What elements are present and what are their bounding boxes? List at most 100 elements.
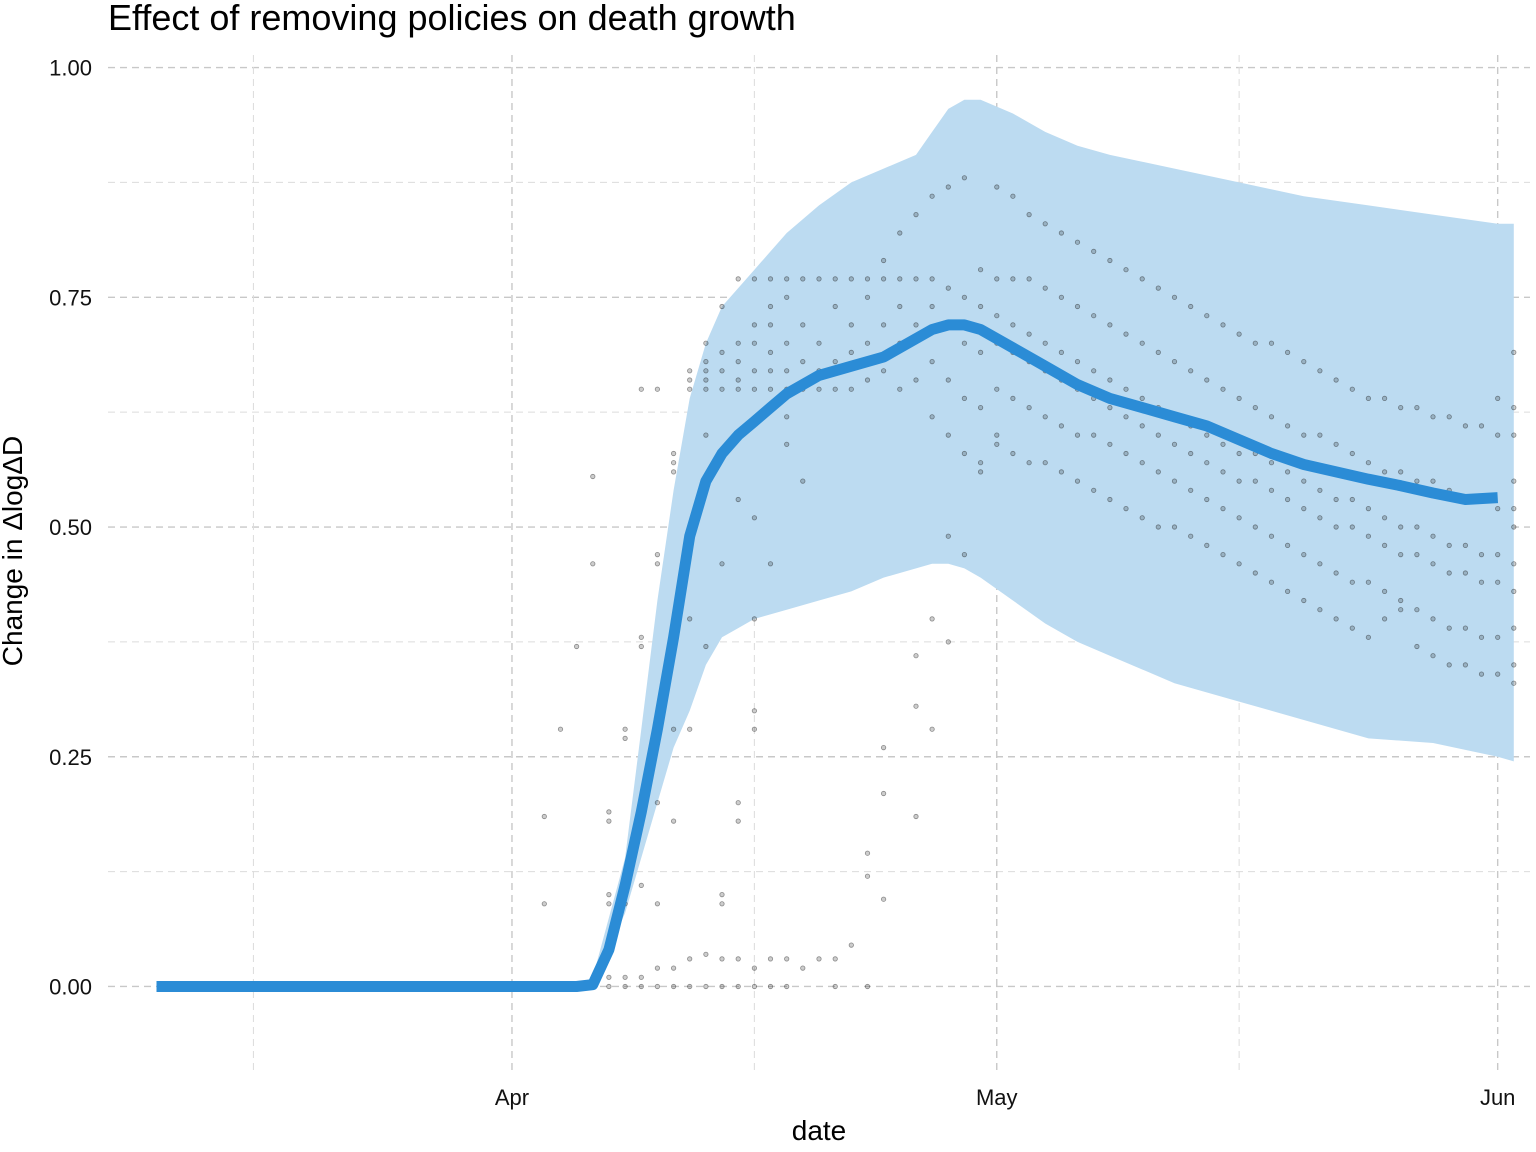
scatter-point xyxy=(816,340,822,346)
scatter-point xyxy=(977,469,984,475)
scatter-point xyxy=(961,340,968,346)
scatter-point xyxy=(735,818,741,824)
scatter-point xyxy=(1220,386,1226,392)
scatter-point xyxy=(1382,588,1388,595)
scatter-point xyxy=(719,368,725,374)
scatter-point xyxy=(1511,404,1517,411)
scatter-point xyxy=(1478,423,1485,429)
scatter-point xyxy=(832,358,838,365)
scatter-point xyxy=(1091,313,1097,319)
scatter-point xyxy=(800,478,806,484)
scatter-point xyxy=(1074,358,1081,365)
scatter-point xyxy=(1252,404,1258,411)
x-tick-label: Apr xyxy=(495,1085,529,1110)
scatter-point xyxy=(654,901,661,907)
scatter-point xyxy=(751,368,758,374)
scatter-point xyxy=(1252,570,1258,576)
scatter-point xyxy=(1252,478,1258,484)
scatter-point xyxy=(929,193,935,199)
scatter-point xyxy=(816,956,822,962)
scatter-point xyxy=(735,340,741,346)
scatter-point xyxy=(977,460,984,466)
scatter-point xyxy=(1285,496,1291,503)
scatter-point xyxy=(1382,515,1388,521)
scatter-point xyxy=(654,386,661,392)
scatter-point xyxy=(1317,561,1323,567)
scatter-point xyxy=(864,377,871,383)
scatter-point xyxy=(670,450,677,457)
scatter-point xyxy=(961,175,968,181)
scatter-point xyxy=(1285,349,1291,355)
scatter-point xyxy=(784,368,790,374)
scatter-point xyxy=(1058,469,1065,475)
scatter-point xyxy=(1414,478,1420,484)
scatter-point xyxy=(1462,423,1469,429)
scatter-point xyxy=(1188,450,1194,457)
scatter-point xyxy=(1382,469,1388,475)
scatter-point xyxy=(1430,533,1436,539)
scatter-point xyxy=(1026,212,1032,218)
scatter-point xyxy=(945,432,951,438)
scatter-point xyxy=(913,703,919,709)
scatter-point xyxy=(832,983,838,990)
scatter-point xyxy=(897,230,903,236)
scatter-point xyxy=(1365,579,1372,585)
scatter-point xyxy=(1446,542,1452,549)
scatter-point xyxy=(1511,561,1517,567)
scatter-point xyxy=(929,276,935,282)
scatter-point xyxy=(1430,478,1436,484)
scatter-point xyxy=(897,276,903,282)
scatter-point xyxy=(929,303,935,310)
scatter-point xyxy=(1349,386,1355,392)
scatter-point xyxy=(784,441,790,447)
scatter-point xyxy=(1430,414,1436,420)
scatter-point xyxy=(880,790,887,797)
scatter-point xyxy=(1349,524,1355,530)
scatter-point xyxy=(1511,349,1517,355)
scatter-point xyxy=(864,276,871,282)
scatter-point xyxy=(1058,423,1065,429)
scatter-point xyxy=(687,377,693,383)
scatter-point xyxy=(784,294,790,300)
scatter-point xyxy=(929,726,935,732)
scatter-point xyxy=(654,800,661,806)
scatter-point xyxy=(1171,478,1178,484)
scatter-point xyxy=(880,257,887,264)
scatter-point xyxy=(751,386,758,392)
scatter-point xyxy=(800,322,806,328)
scatter-point xyxy=(1495,551,1501,558)
scatter-point xyxy=(1123,505,1129,512)
scatter-point xyxy=(1268,533,1275,539)
scatter-point xyxy=(880,276,887,282)
scatter-point xyxy=(848,386,854,392)
scatter-point xyxy=(606,818,612,824)
scatter-point xyxy=(541,813,547,820)
scatter-point xyxy=(880,896,887,902)
scatter-point xyxy=(1252,340,1258,346)
scatter-point xyxy=(1091,248,1097,254)
scatter-point xyxy=(1220,505,1226,512)
scatter-point xyxy=(1074,303,1081,310)
scatter-point xyxy=(1285,588,1291,595)
scatter-point xyxy=(1446,414,1452,420)
scatter-point xyxy=(1382,395,1388,401)
trend-line-layer xyxy=(156,319,1499,992)
scatter-point xyxy=(1268,460,1275,466)
y-tick-labels: 0.00 0.25 0.50 0.75 1.00 xyxy=(49,56,92,1000)
scatter-point xyxy=(719,901,725,907)
scatter-point xyxy=(1042,414,1048,420)
scatter-point xyxy=(1414,643,1420,650)
scatter-point xyxy=(638,386,644,392)
scatter-point xyxy=(1171,524,1178,530)
scatter-point xyxy=(961,294,968,300)
scatter-point xyxy=(1317,607,1323,613)
scatter-point xyxy=(557,726,564,732)
scatter-point xyxy=(1285,542,1291,549)
scatter-point xyxy=(767,276,774,282)
scatter-point xyxy=(1155,432,1161,438)
scatter-point xyxy=(1430,616,1436,622)
scatter-point xyxy=(1074,239,1081,245)
chart-title: Effect of removing policies on death gro… xyxy=(108,0,796,38)
scatter-point xyxy=(913,322,919,328)
